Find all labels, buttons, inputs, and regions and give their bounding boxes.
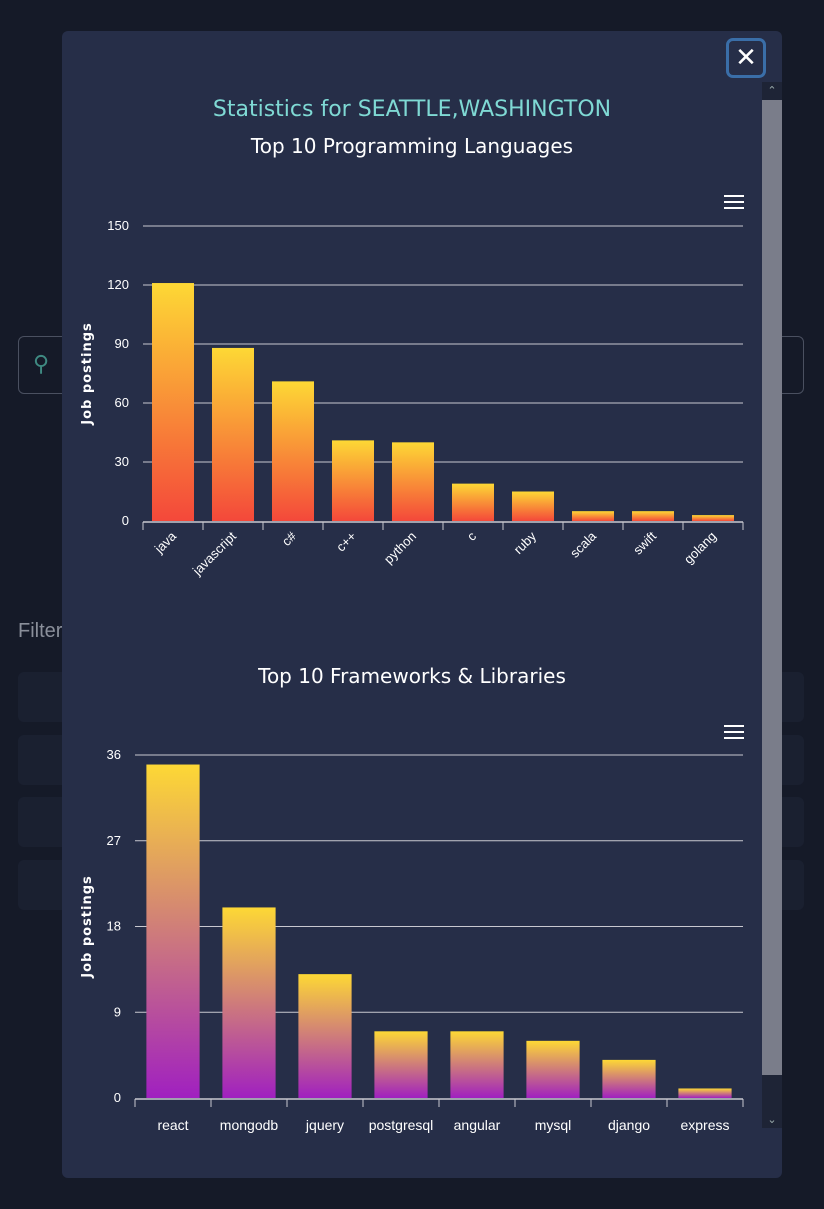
y-tick-label: 0: [114, 1090, 121, 1105]
y-tick-label: 0: [122, 513, 129, 528]
x-tick-label: java: [151, 528, 180, 557]
x-tick-label: django: [608, 1117, 650, 1133]
scrollbar-thumb[interactable]: [762, 100, 782, 1075]
bar-jquery: [298, 974, 352, 1098]
bar-python: [392, 442, 434, 521]
search-icon: ⚲: [33, 351, 50, 376]
x-tick-label: swift: [630, 528, 659, 557]
bar-c++: [332, 440, 374, 521]
bar-django: [602, 1059, 656, 1098]
y-axis-title: Job postings: [80, 875, 95, 979]
languages-chart: 0 30 60 90 120 150 Job postings java javascript c…: [80, 218, 744, 579]
y-tick-label: 18: [107, 919, 121, 934]
y-tick-label: 27: [107, 833, 121, 848]
bar-mysql: [526, 1040, 580, 1098]
bar-ruby: [512, 491, 554, 521]
bar-c#: [272, 381, 314, 521]
modal-title: Statistics for SEATTLE,WASHINGTON: [212, 97, 612, 122]
x-tick-label: express: [680, 1117, 729, 1133]
bar-react: [146, 764, 200, 1098]
bar-express: [678, 1088, 732, 1098]
y-tick-label: 30: [115, 454, 129, 469]
y-tick-label: 90: [115, 336, 129, 351]
statistics-modal: ✕ Statistics for SEATTLE,WASHINGTON Top …: [62, 31, 782, 1178]
y-tick-label: 150: [107, 218, 129, 233]
chart-title-languages: Top 10 Programming Languages: [250, 134, 574, 158]
bar-scala: [572, 511, 614, 521]
bar-angular: [450, 1031, 504, 1098]
x-tick-label: c++: [333, 529, 359, 555]
bar-postgresql: [374, 1031, 428, 1098]
chart-menu-button[interactable]: [724, 725, 744, 739]
x-tick-label: angular: [454, 1117, 501, 1133]
x-tick-label: jquery: [305, 1117, 344, 1133]
close-icon: ✕: [735, 42, 757, 72]
x-tick-label: mongodb: [220, 1117, 279, 1133]
y-tick-label: 36: [107, 747, 121, 762]
x-tick-label: mysql: [535, 1117, 572, 1133]
x-tick-label: ruby: [511, 528, 540, 557]
x-tick-label: react: [157, 1117, 188, 1133]
chart-title-frameworks: Top 10 Frameworks & Libraries: [258, 664, 566, 688]
scroll-up-icon[interactable]: ⌃: [767, 85, 777, 97]
background-filter-label: Filter: [18, 620, 63, 642]
bar-mongodb: [222, 907, 276, 1098]
close-button[interactable]: ✕: [726, 38, 766, 78]
y-tick-label: 60: [115, 395, 129, 410]
bar-golang: [692, 515, 734, 521]
frameworks-chart: 0 9 18 27 36 Job postings react mongodb jquery po…: [80, 747, 744, 1133]
scrollbar[interactable]: ⌃ ⌄: [762, 82, 782, 1128]
chart-menu-button[interactable]: [724, 195, 744, 209]
bar-swift: [632, 511, 674, 521]
bar-java: [152, 283, 194, 521]
y-tick-label: 9: [114, 1004, 121, 1019]
x-tick-label: postgresql: [369, 1117, 434, 1133]
x-tick-label: golang: [681, 529, 719, 567]
bar-c: [452, 483, 494, 521]
y-axis-title: Job postings: [80, 322, 95, 426]
x-tick-label: c#: [279, 528, 300, 549]
x-tick-label: python: [381, 529, 419, 567]
scroll-down-icon[interactable]: ⌄: [767, 1114, 777, 1126]
y-tick-label: 120: [107, 277, 129, 292]
x-tick-label: javascript: [189, 528, 239, 578]
x-tick-label: scala: [567, 528, 600, 561]
x-tick-label: c: [464, 528, 480, 544]
bar-javascript: [212, 347, 254, 521]
